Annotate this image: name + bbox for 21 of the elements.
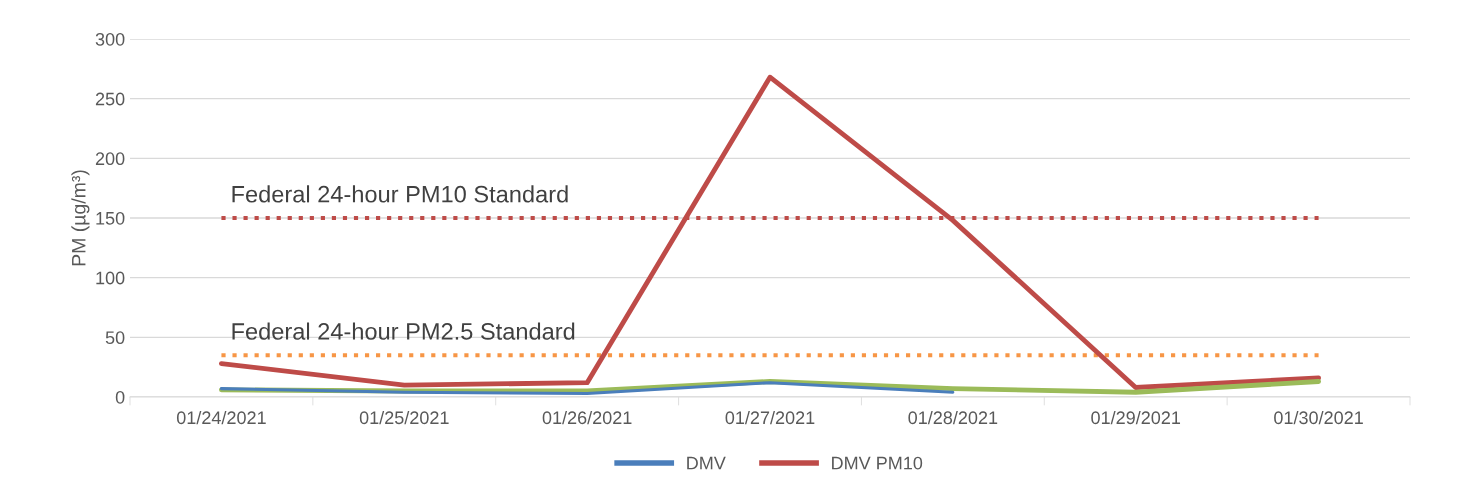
y-tick-label: 300 — [95, 32, 125, 46]
ref-line-label: Federal 24-hour PM2.5 Standard — [232, 322, 575, 340]
x-tick-label: 01/25/2021 — [359, 410, 449, 425]
y-tick-label: 0 — [115, 390, 125, 404]
y-tick-label: 100 — [96, 271, 125, 285]
x-tick-label: 01/28/2021 — [908, 410, 998, 425]
line-series — [219, 74, 1321, 390]
ref-line-label: Federal 24-hour PM10 Standard — [232, 185, 568, 203]
y-tick-label: 250 — [95, 92, 125, 106]
legend-label: DMV PM10 — [832, 456, 923, 470]
x-tick-label: 01/27/2021 — [725, 410, 815, 425]
line-series — [219, 381, 955, 395]
legend-label: DMV — [687, 456, 726, 470]
x-tick-label: 01/30/2021 — [1274, 410, 1363, 425]
y-tick-label: 200 — [95, 152, 125, 166]
y-tick-label: 50 — [105, 331, 125, 345]
y-tick-label: 150 — [96, 211, 125, 225]
y-axis-title: PM (µg/m³) — [71, 170, 90, 266]
x-tick-label: 01/26/2021 — [542, 410, 632, 425]
x-tick-label: 01/29/2021 — [1091, 410, 1181, 425]
x-tick-label: 01/24/2021 — [176, 410, 266, 425]
